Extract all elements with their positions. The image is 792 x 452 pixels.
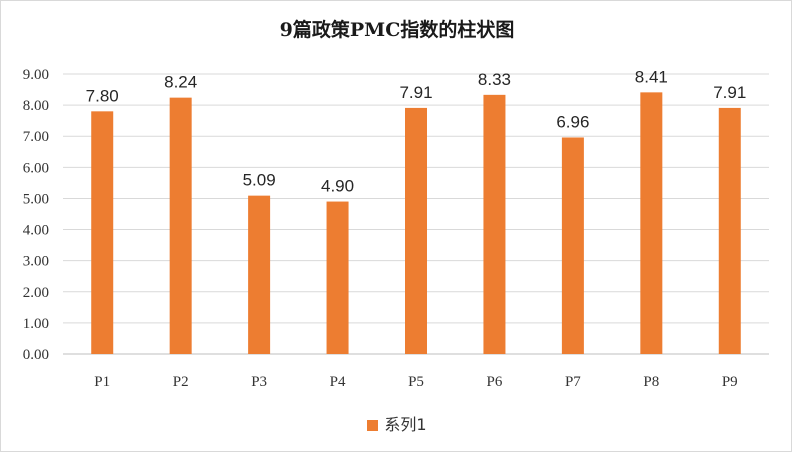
bar <box>326 201 349 354</box>
x-tick-label: P6 <box>487 374 503 390</box>
x-tick-label: P3 <box>251 374 267 390</box>
y-tick-label: 9.00 <box>23 67 49 83</box>
y-tick-label: 2.00 <box>23 285 49 301</box>
legend-swatch <box>367 420 379 431</box>
x-tick-label: P4 <box>330 374 346 390</box>
x-tick-label: P9 <box>722 374 738 390</box>
data-label: 8.41 <box>635 67 668 86</box>
data-label: 8.24 <box>164 73 197 92</box>
x-tick-label: P7 <box>565 374 581 390</box>
data-label: 4.90 <box>321 177 354 196</box>
data-label: 7.91 <box>399 83 432 102</box>
y-tick-label: 1.00 <box>23 316 49 332</box>
bar <box>405 107 427 355</box>
y-tick-label: 4.00 <box>23 223 49 239</box>
data-label: 7.80 <box>86 86 119 105</box>
legend-label: 系列1 <box>384 415 427 434</box>
x-tick-label: P5 <box>408 374 424 390</box>
data-label: 7.91 <box>713 83 746 102</box>
legend: 系列1 <box>1 411 791 435</box>
bar <box>248 195 271 354</box>
y-tick-label: 0.00 <box>23 347 49 363</box>
x-tick-label: P8 <box>643 374 659 390</box>
y-tick-label: 6.00 <box>23 160 49 176</box>
bar <box>169 97 192 355</box>
bar <box>483 94 506 354</box>
data-label: 8.33 <box>478 70 511 89</box>
data-label: 5.09 <box>243 171 276 190</box>
y-tick-label: 8.00 <box>23 98 49 114</box>
bar <box>561 137 584 354</box>
y-tick-label: 3.00 <box>23 254 49 270</box>
bar <box>640 92 663 354</box>
y-tick-label: 5.00 <box>23 191 49 207</box>
bar <box>718 107 741 355</box>
data-label: 6.96 <box>556 112 589 131</box>
x-tick-label: P1 <box>94 374 110 390</box>
x-tick-label: P2 <box>173 374 189 390</box>
bar <box>91 111 114 354</box>
chart-title: 9篇政策PMC指数的柱状图 <box>279 19 515 41</box>
y-tick-label: 7.00 <box>23 129 49 145</box>
